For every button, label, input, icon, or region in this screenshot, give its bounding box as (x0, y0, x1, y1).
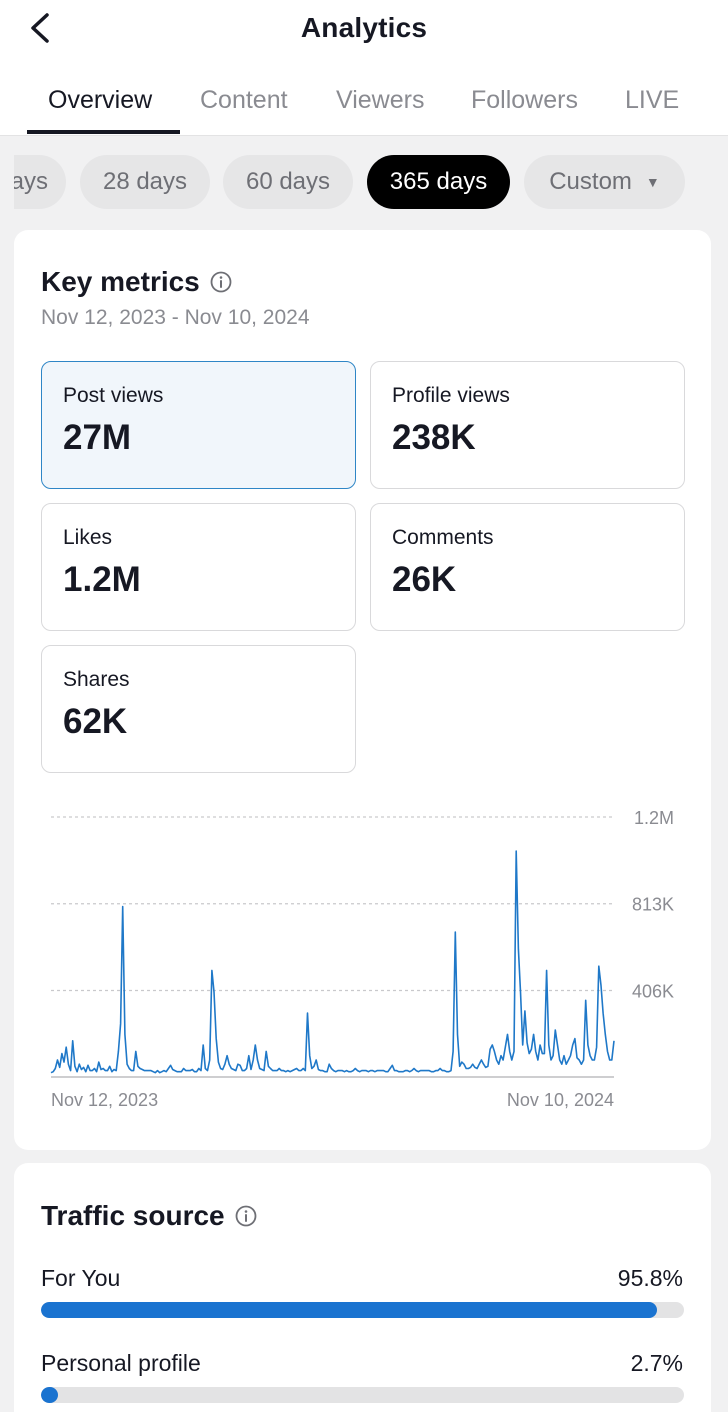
x-tick-label: Nov 10, 2024 (507, 1090, 614, 1110)
metric-shares[interactable]: Shares 62K (41, 645, 356, 773)
info-icon[interactable] (235, 1205, 257, 1227)
metric-label: Post views (63, 384, 164, 407)
metric-label: Profile views (392, 384, 510, 407)
metric-label: Likes (63, 526, 113, 549)
tab-live[interactable]: LIVE (625, 86, 680, 114)
top-bar: Analytics Overview Content Viewers Follo… (0, 0, 728, 136)
chip-custom-label: Custom (549, 168, 632, 195)
traffic-source-heading: Traffic source (41, 1200, 257, 1232)
metric-value: 27M (63, 418, 132, 457)
metric-profile-views[interactable]: Profile views 238K (370, 361, 685, 489)
active-tab-indicator (27, 130, 180, 134)
metric-label: Comments (392, 526, 494, 549)
chip-60-days[interactable]: 60 days (223, 155, 353, 209)
chip-7-days[interactable]: ays (14, 155, 66, 209)
caret-down-icon: ▼ (645, 174, 660, 190)
key-metrics-card: Key metrics Nov 12, 2023 - Nov 10, 2024 … (14, 230, 711, 1150)
back-button[interactable] (22, 10, 58, 46)
key-metrics-title: Key metrics (41, 266, 200, 297)
series-line (50, 850, 615, 1074)
tab-content[interactable]: Content (200, 86, 288, 114)
traffic-source-card: Traffic source For You 95.8% Personal pr… (14, 1163, 711, 1412)
post-views-chart: 406K 813K 1.2M Nov 12, 2023 Nov 10, 2024 (50, 808, 674, 1110)
traffic-bar-personal-profile (41, 1387, 684, 1403)
traffic-source-title: Traffic source (41, 1200, 225, 1231)
page-title: Analytics (300, 12, 428, 43)
y-tick-label: 1.2M (634, 808, 674, 828)
metric-post-views[interactable]: Post views 27M (41, 361, 356, 489)
key-metrics-heading: Key metrics (41, 266, 232, 298)
traffic-pct-for-you: 95.8% (617, 1265, 683, 1291)
metric-likes[interactable]: Likes 1.2M (41, 503, 356, 631)
chip-28-days[interactable]: 28 days (80, 155, 210, 209)
y-tick-label: 813K (632, 895, 674, 915)
metric-value: 26K (392, 560, 457, 599)
info-icon[interactable] (210, 271, 232, 293)
traffic-bar-for-you (41, 1302, 684, 1318)
traffic-pct-personal-profile: 2.7% (630, 1350, 683, 1376)
metric-label: Shares (63, 668, 130, 691)
metric-comments[interactable]: Comments 26K (370, 503, 685, 631)
date-range-chips: ays 28 days 60 days 365 days Custom ▼ (14, 155, 714, 211)
traffic-label-for-you: For You (41, 1265, 121, 1291)
tab-overview[interactable]: Overview (48, 86, 153, 114)
tab-followers[interactable]: Followers (471, 86, 578, 114)
x-tick-label: Nov 12, 2023 (51, 1090, 158, 1110)
chip-365-days[interactable]: 365 days (367, 155, 510, 209)
metric-value: 1.2M (63, 560, 141, 599)
tab-viewers[interactable]: Viewers (336, 86, 425, 114)
date-range-label: Nov 12, 2023 - Nov 10, 2024 (41, 306, 310, 329)
metric-value: 238K (392, 418, 476, 457)
traffic-bar-fill (41, 1387, 59, 1403)
chevron-left-icon (31, 13, 49, 43)
y-tick-label: 406K (632, 981, 674, 1001)
metric-value: 62K (63, 702, 128, 741)
traffic-label-personal-profile: Personal profile (41, 1350, 201, 1376)
chip-custom[interactable]: Custom ▼ (524, 155, 685, 209)
traffic-bar-fill (41, 1302, 657, 1318)
